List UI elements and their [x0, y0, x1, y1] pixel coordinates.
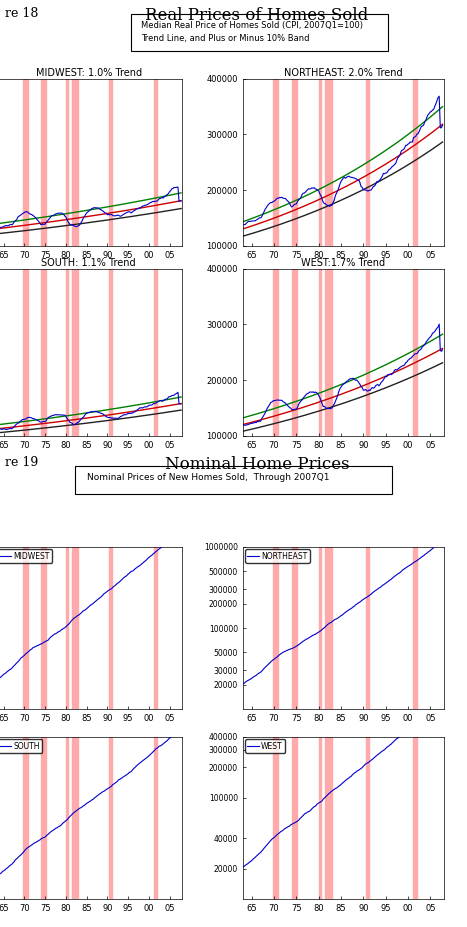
- Bar: [318, 737, 321, 899]
- Bar: [109, 79, 112, 246]
- Text: re 19: re 19: [5, 456, 38, 469]
- Bar: [273, 269, 278, 436]
- Title: MIDWEST: 1.0% Trend: MIDWEST: 1.0% Trend: [35, 68, 142, 78]
- Bar: [325, 547, 332, 709]
- Title: NORTHEAST: 2.0% Trend: NORTHEAST: 2.0% Trend: [284, 68, 403, 78]
- Bar: [273, 547, 278, 709]
- Bar: [66, 547, 68, 709]
- Text: Real Prices of Homes Sold: Real Prices of Homes Sold: [145, 7, 368, 24]
- Bar: [318, 79, 321, 246]
- Bar: [366, 547, 368, 709]
- Bar: [366, 737, 368, 899]
- Legend: SOUTH: SOUTH: [0, 739, 42, 753]
- Bar: [325, 269, 332, 436]
- Bar: [66, 737, 68, 899]
- Bar: [72, 547, 78, 709]
- Bar: [23, 737, 28, 899]
- Bar: [366, 269, 368, 436]
- Bar: [66, 79, 68, 246]
- Bar: [109, 269, 112, 436]
- Bar: [291, 79, 297, 246]
- Bar: [23, 79, 28, 246]
- Title: WEST:1.7% Trend: WEST:1.7% Trend: [301, 258, 385, 268]
- Bar: [273, 79, 278, 246]
- Bar: [154, 79, 157, 246]
- Bar: [41, 547, 46, 709]
- Bar: [109, 547, 112, 709]
- Bar: [154, 269, 157, 436]
- Bar: [72, 737, 78, 899]
- Bar: [41, 79, 46, 246]
- Bar: [41, 269, 46, 436]
- Bar: [413, 547, 417, 709]
- Legend: WEST: WEST: [245, 739, 285, 753]
- Bar: [366, 79, 368, 246]
- Text: Median Real Price of Homes Sold (CPI, 2007Q1=100)
Trend Line, and Plus or Minus : Median Real Price of Homes Sold (CPI, 20…: [141, 21, 363, 43]
- Bar: [66, 269, 68, 436]
- Bar: [413, 737, 417, 899]
- Bar: [291, 547, 297, 709]
- Bar: [318, 269, 321, 436]
- Bar: [291, 269, 297, 436]
- Bar: [72, 269, 78, 436]
- Bar: [325, 737, 332, 899]
- Bar: [23, 269, 28, 436]
- Legend: NORTHEAST: NORTHEAST: [245, 549, 310, 563]
- Bar: [318, 547, 321, 709]
- FancyBboxPatch shape: [75, 466, 392, 494]
- Text: re 18: re 18: [5, 7, 38, 20]
- Bar: [109, 737, 112, 899]
- Text: Nominal Prices of New Homes Sold,  Through 2007Q1: Nominal Prices of New Homes Sold, Throug…: [87, 473, 330, 482]
- Bar: [41, 737, 46, 899]
- Bar: [413, 79, 417, 246]
- Bar: [72, 79, 78, 246]
- FancyBboxPatch shape: [131, 14, 388, 51]
- Bar: [273, 737, 278, 899]
- Bar: [291, 737, 297, 899]
- Bar: [154, 737, 157, 899]
- Bar: [413, 269, 417, 436]
- Bar: [154, 547, 157, 709]
- Legend: MIDWEST: MIDWEST: [0, 549, 52, 563]
- Text: Nominal Home Prices: Nominal Home Prices: [164, 456, 349, 473]
- Bar: [23, 547, 28, 709]
- Title: SOUTH: 1.1% Trend: SOUTH: 1.1% Trend: [42, 258, 136, 268]
- Bar: [325, 79, 332, 246]
